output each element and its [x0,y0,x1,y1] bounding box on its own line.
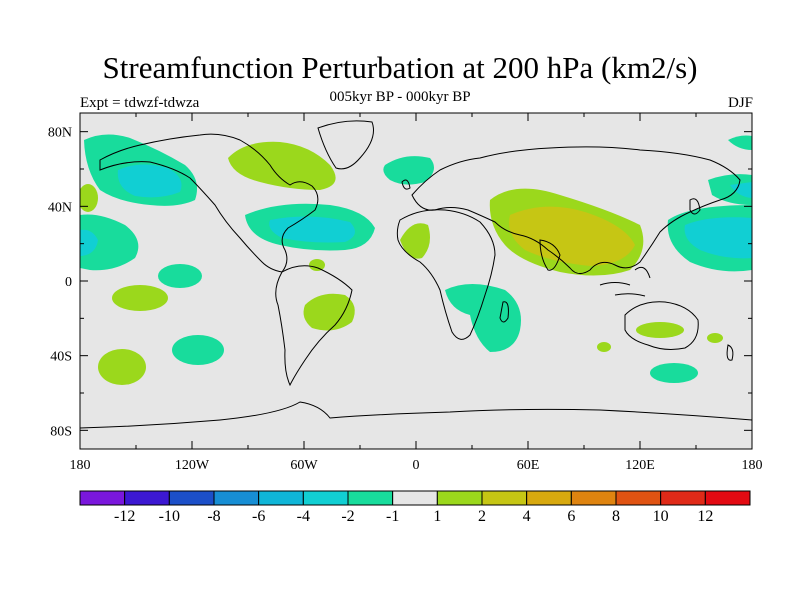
colorbar-label: 1 [433,508,442,525]
colorbar-label: -4 [296,508,310,525]
contour-east-pacific-west-inner [80,229,98,256]
colorbar-swatch [660,490,706,506]
contour-west-pacific-inner [684,217,752,259]
coast-british-isles [401,179,411,190]
coast-africa [396,209,496,340]
contour-brazil-small [309,259,325,271]
colorbar-label: -2 [341,508,355,525]
lat-tick-label: 80S [50,424,72,439]
axis-ticks [79,113,753,449]
colorbar-label: 6 [567,508,576,525]
coast-eurasia [411,146,741,274]
plot-title: Streamfunction Perturbation at 200 hPa (… [102,50,698,85]
coast-antarctica [80,401,752,429]
colorbar-swatch [526,490,572,506]
contour-australia [636,322,684,338]
coast-southeast-asia-islands [599,266,651,297]
coast-australia [624,301,699,350]
coastlines [80,120,752,429]
contour-pacific-small-1 [158,264,202,288]
colorbar-swatch [302,490,349,506]
colorbar-swatch [213,490,260,506]
colorbar-swatch [392,490,438,506]
colorbar-label: 8 [612,508,620,525]
colorbar-swatch [704,490,751,506]
contour-west-atlantic-inner [269,216,355,243]
colorbar-label: -6 [251,508,266,525]
lon-tick-label: 0 [413,458,420,473]
contour-north-atlantic [383,156,434,185]
lon-tick-label: 120W [175,458,210,473]
colorbar-swatch [347,490,394,506]
colorbar-label: 2 [478,508,486,525]
coast-new-zealand [726,344,734,361]
coast-india [539,239,561,271]
contour-southern-ocean [650,363,698,383]
contour-tasman [707,333,723,343]
lon-tick-label: 60W [290,458,318,473]
colorbar-label: -12 [113,508,136,525]
contour-south-pacific-1 [112,285,168,311]
contour-northeast-asia-outer [708,174,752,205]
colorbar-swatch [258,490,304,506]
colorbar-swatch [615,490,662,506]
contour-pacific-small-2 [80,184,98,212]
lat-tick-label: 40N [48,200,72,215]
contour-canada-positive [228,141,336,190]
contour-fields [80,120,752,429]
season-label: DJF [727,95,753,111]
colorbar-swatch [79,490,126,506]
colorbar [79,490,751,506]
colorbar-swatch [481,490,528,506]
colorbar-label: -10 [158,508,180,525]
coast-madagascar [499,301,509,323]
coast-north-america [99,133,319,273]
contour-southeast-africa [445,284,521,352]
plot-subtitle: 005kyr BP - 000kyr BP [329,89,471,105]
colorbar-label: 10 [652,508,669,525]
colorbar-swatch [436,490,483,506]
colorbar-label: -8 [207,508,221,525]
contour-south-atlantic [303,293,355,331]
contour-northeast-asia-inner [730,182,752,198]
contour-east-pacific-west-outer [80,214,139,271]
contour-north-pacific-inner [117,164,182,198]
colorbar-swatch [168,490,215,506]
contour-arctic-east [728,135,752,150]
experiment-label: Expt = tdwzf-tdwza [80,95,200,111]
contour-west-africa [400,223,430,259]
colorbar-label: 4 [522,508,531,525]
contour-south-pacific-2 [172,335,224,365]
axis-tick-labels: 80N 40N 0 40S 80S 180 120W 60W 0 60E 120E 180 [48,126,763,473]
contour-south-indian [597,342,611,352]
coast-greenland [317,120,374,170]
lon-tick-label: 120E [625,458,655,473]
lon-tick-label: 180 [742,458,763,473]
lat-tick-label: 40S [50,350,72,365]
lat-tick-label: 80N [48,126,72,141]
colorbar-label: -1 [385,508,400,525]
colorbar-swatch [124,490,170,506]
lat-tick-label: 0 [65,275,72,290]
contour-south-pacific-3 [98,349,146,385]
lon-tick-label: 60E [517,458,540,473]
lon-tick-label: 180 [70,458,91,473]
coast-south-america [275,265,353,387]
colorbar-swatch [570,490,617,506]
coast-japan [689,198,701,215]
colorbar-label: 12 [697,508,714,525]
